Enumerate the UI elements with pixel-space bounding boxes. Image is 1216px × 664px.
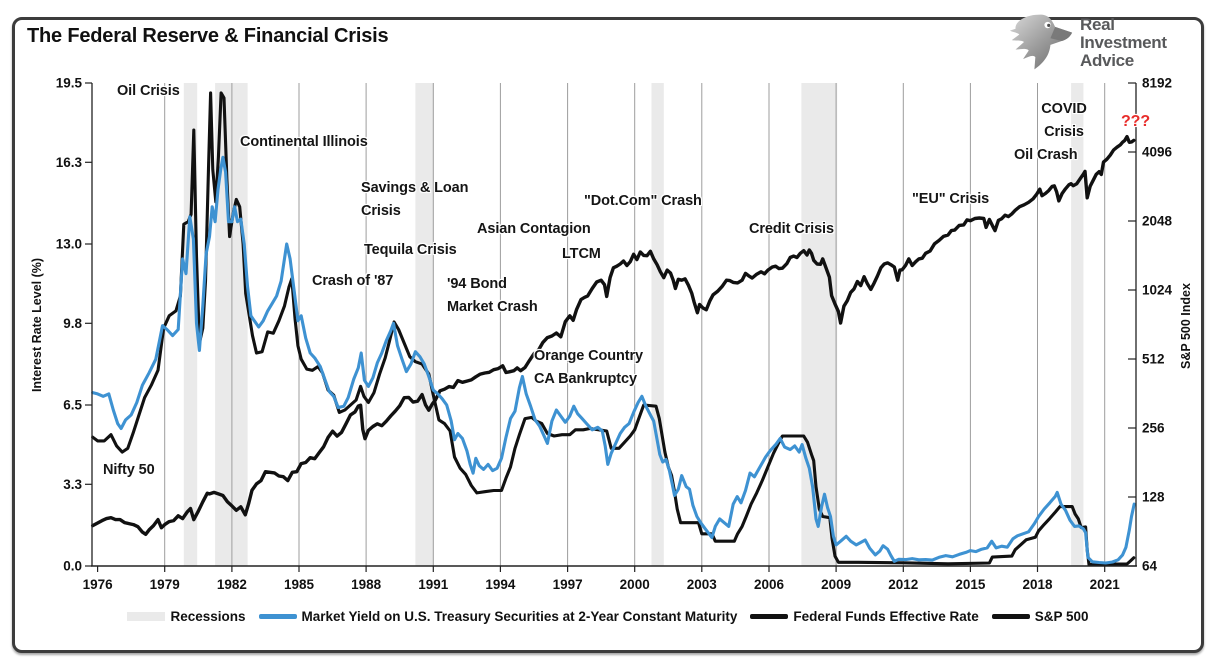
svg-text:1982: 1982 [217, 577, 247, 592]
svg-text:0.0: 0.0 [63, 559, 82, 574]
anno-eu-crisis: "EU" Crisis [912, 191, 990, 207]
svg-text:1991: 1991 [418, 577, 449, 592]
svg-text:3.3: 3.3 [63, 477, 82, 492]
series-line-0 [90, 134, 1136, 536]
svg-text:1994: 1994 [485, 577, 516, 592]
svg-text:2000: 2000 [620, 577, 650, 592]
sp500-line-swatch [991, 614, 1030, 619]
anno-tequila-crisis: Tequila Crisis [364, 242, 457, 258]
svg-text:2012: 2012 [888, 577, 918, 592]
anno-question-marks: ??? [1121, 113, 1151, 130]
svg-text:8192: 8192 [1142, 76, 1172, 91]
series-line-2 [91, 155, 1136, 565]
legend-item-treasury: Market Yield on U.S. Treasury Securities… [258, 609, 738, 624]
legend-label-sp500: S&P 500 [1034, 609, 1089, 624]
axes: 19.5 16.3 13.0 9.8 6.5 3.3 0.0 8192 4096 2048 1024… [56, 76, 1173, 593]
anno-savings-loan: Savings & Loan Crisis [361, 180, 469, 220]
svg-text:13.0: 13.0 [56, 237, 82, 252]
legend-label-treasury: Market Yield on U.S. Treasury Securities… [301, 609, 738, 624]
anno-covid-crisis: COVID Crisis [1041, 101, 1087, 141]
svg-text:1985: 1985 [284, 577, 315, 592]
anno-crash-of-87: Crash of '87 [312, 273, 394, 289]
eagle-icon [1009, 14, 1073, 70]
brand-line-3: Advice [1080, 51, 1134, 70]
anno-nifty-50: Nifty 50 [103, 462, 155, 478]
svg-text:1976: 1976 [83, 577, 114, 592]
anno-orange-county: Orange Country CA Bankruptcy [534, 348, 643, 388]
svg-text:2009: 2009 [821, 577, 851, 592]
recession-bands [183, 83, 1084, 566]
svg-text:512: 512 [1142, 352, 1165, 367]
svg-text:16.3: 16.3 [56, 155, 83, 170]
svg-text:6.5: 6.5 [63, 398, 82, 413]
legend-item-sp500: S&P 500 [991, 609, 1089, 624]
svg-text:2003: 2003 [687, 577, 718, 592]
svg-text:2021: 2021 [1090, 577, 1121, 592]
gridlines [164, 83, 1106, 566]
anno-credit-crisis: Credit Crisis [749, 221, 834, 237]
anno-continental-illinois: Continental Illinois [240, 134, 368, 150]
anno-oil-crash: Oil Crash [1014, 147, 1078, 163]
fed-funds-line-swatch [750, 614, 789, 619]
svg-text:1997: 1997 [553, 577, 583, 592]
legend-item-fed-funds: Federal Funds Effective Rate [750, 609, 979, 624]
svg-text:2048: 2048 [1142, 214, 1173, 229]
svg-text:1988: 1988 [351, 577, 382, 592]
svg-text:64: 64 [1142, 559, 1158, 574]
chart-legend: Recessions Market Yield on U.S. Treasury… [20, 609, 1196, 624]
svg-text:128: 128 [1142, 490, 1165, 505]
legend-label-recessions: Recessions [170, 609, 246, 624]
page-title: The Federal Reserve & Financial Crisis [27, 25, 389, 47]
brand-line-2: Investment [1080, 33, 1167, 52]
anno-oil-crisis: Oil Crisis [117, 83, 180, 99]
svg-text:19.5: 19.5 [56, 76, 83, 91]
svg-text:2015: 2015 [955, 577, 986, 592]
anno-asian-contagion: Asian Contagion [477, 221, 591, 237]
svg-text:1979: 1979 [150, 577, 180, 592]
legend-label-fed-funds: Federal Funds Effective Rate [793, 609, 979, 624]
anno-ltcm: LTCM [562, 246, 601, 262]
recession-swatch [127, 612, 166, 621]
svg-text:4096: 4096 [1142, 145, 1173, 160]
y-left-axis-title: Interest Rate Level (%) [30, 257, 44, 393]
treasury-line-swatch [258, 614, 297, 619]
anno-94-bond: '94 Bond Market Crash [447, 276, 538, 316]
anno-dotcom-crash: "Dot.Com" Crash [584, 193, 702, 209]
brand-name: Real Investment Advice [1080, 12, 1167, 70]
svg-text:256: 256 [1142, 421, 1165, 436]
brand-line-1: Real [1080, 15, 1115, 34]
legend-item-recessions: Recessions [127, 609, 246, 624]
y-right-axis-title: S&P 500 Index [1179, 283, 1193, 369]
svg-text:2018: 2018 [1022, 577, 1053, 592]
svg-text:2006: 2006 [754, 577, 785, 592]
svg-text:1024: 1024 [1142, 283, 1173, 298]
svg-text:9.8: 9.8 [63, 316, 82, 331]
brand-logo: Real Investment Advice [1008, 12, 1167, 72]
